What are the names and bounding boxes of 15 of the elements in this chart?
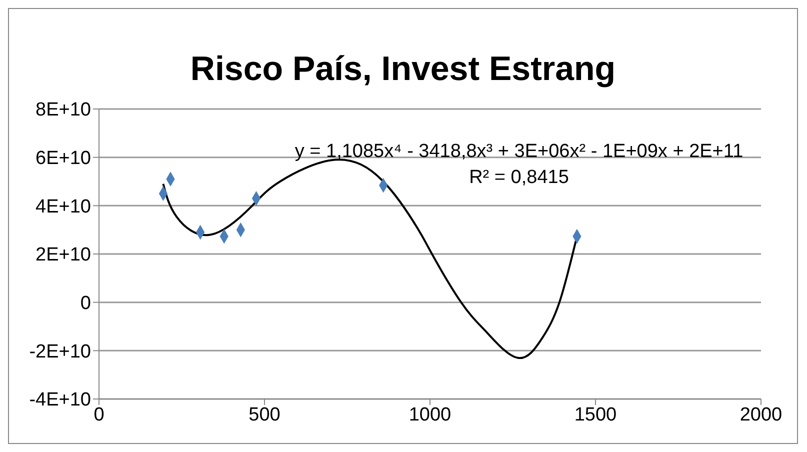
x-tick-label: 1500 xyxy=(574,404,617,426)
y-tick-label: 2E+10 xyxy=(36,244,91,266)
chart-title: Risco País, Invest Estrang xyxy=(189,49,617,90)
x-tick-label: 0 xyxy=(94,404,104,426)
x-tick-label: 1000 xyxy=(408,404,452,426)
annotation: R² = 0,8415 xyxy=(468,166,570,190)
y-tick-label: -4E+10 xyxy=(29,390,91,411)
annotation: y = 1,1085x⁴ - 3418,8x³ + 3E+06x² - 1E+09x + 2E+11 xyxy=(294,140,744,164)
y-tick-label: 6E+10 xyxy=(36,148,91,170)
x-tick-label: 500 xyxy=(248,404,280,426)
x-tick-label: 2000 xyxy=(740,404,782,426)
y-tick-label: 8E+10 xyxy=(36,100,91,121)
y-tick-label: -2E+10 xyxy=(29,341,91,362)
y-tick-label: 4E+10 xyxy=(36,196,91,218)
y-tick-label: 0 xyxy=(80,293,91,314)
